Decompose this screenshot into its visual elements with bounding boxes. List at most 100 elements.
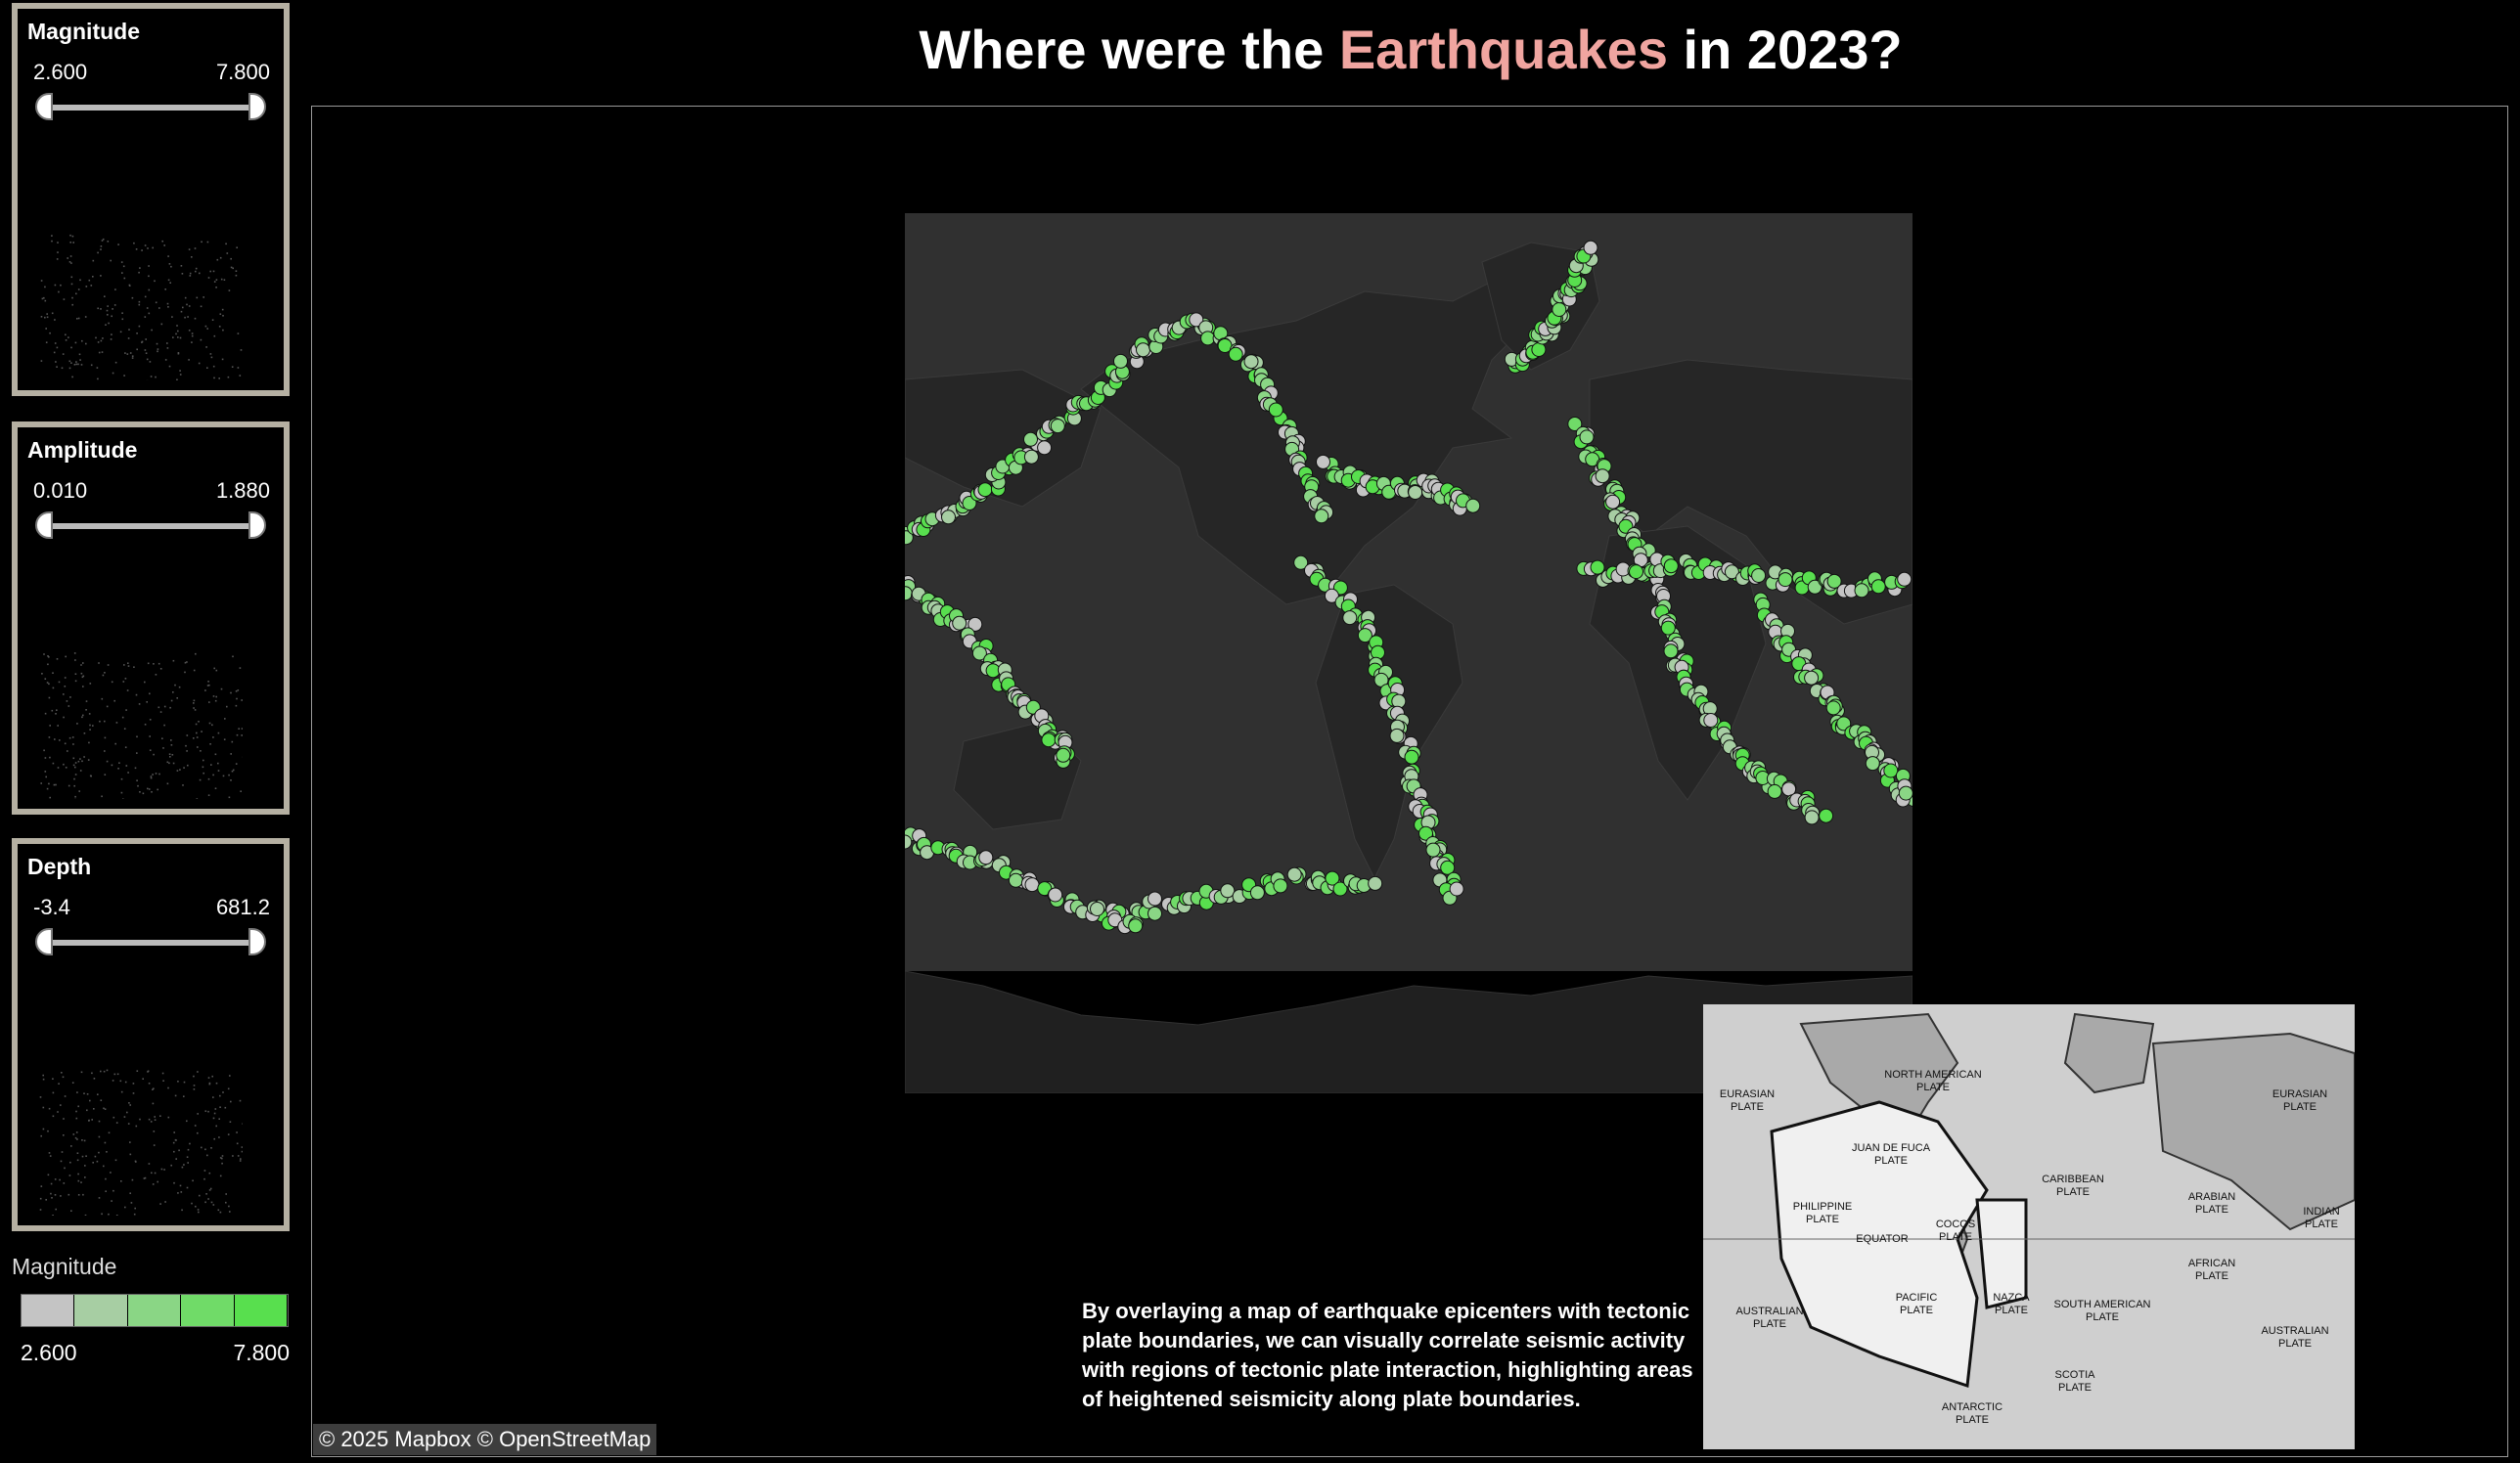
slider-min-handle[interactable] — [35, 93, 53, 120]
earthquake-point[interactable] — [1826, 573, 1842, 589]
earthquake-point[interactable] — [1324, 588, 1339, 603]
earthquake-point[interactable] — [1136, 342, 1150, 358]
earthquake-point[interactable] — [1041, 732, 1057, 748]
earthquake-point[interactable] — [1531, 342, 1547, 357]
earthquake-point[interactable] — [978, 850, 994, 865]
earthquake-point[interactable] — [1316, 454, 1330, 469]
earthquake-point[interactable] — [1449, 881, 1464, 897]
earthquake-point[interactable] — [1854, 583, 1869, 598]
range-slider-track[interactable] — [39, 940, 262, 946]
earthquake-point[interactable] — [1023, 449, 1039, 465]
earthquake-point[interactable] — [1368, 875, 1383, 891]
earthquake-point[interactable] — [1703, 713, 1719, 728]
earthquake-point[interactable] — [1056, 747, 1071, 763]
slider-min-handle[interactable] — [35, 928, 53, 955]
earthquake-point[interactable] — [1249, 885, 1265, 901]
earthquake-point[interactable] — [1804, 810, 1820, 825]
earthquake-point[interactable] — [1389, 728, 1405, 743]
earthquake-point[interactable] — [1008, 872, 1023, 888]
earthquake-point[interactable] — [1825, 700, 1841, 716]
thumbnail-point — [62, 1076, 65, 1079]
earthquake-point[interactable] — [1128, 918, 1144, 934]
earthquake-point[interactable] — [1293, 554, 1309, 570]
earthquake-point[interactable] — [1898, 785, 1912, 801]
earthquake-point[interactable] — [1332, 881, 1348, 897]
earthquake-point[interactable] — [1440, 860, 1456, 875]
earthquake-point[interactable] — [1408, 485, 1423, 500]
earthquake-point[interactable] — [1273, 878, 1288, 894]
earthquake-point[interactable] — [1660, 620, 1676, 636]
earthquake-point[interactable] — [962, 496, 977, 510]
thumbnail-point — [73, 364, 76, 366]
earthquake-point[interactable] — [1807, 579, 1822, 595]
thumbnail-point — [172, 691, 174, 693]
thumbnail-point — [71, 376, 73, 378]
earthquake-point[interactable] — [1897, 571, 1912, 587]
earthquake-point[interactable] — [1037, 440, 1053, 456]
earthquake-point[interactable] — [1663, 643, 1679, 659]
earthquake-point[interactable] — [1778, 572, 1793, 588]
slider-min-handle[interactable] — [35, 511, 53, 539]
earthquake-point[interactable] — [1268, 402, 1283, 418]
earthquake-point[interactable] — [1189, 312, 1204, 328]
earthquake-point[interactable] — [1342, 610, 1358, 626]
slider-max-handle[interactable] — [248, 93, 266, 120]
earthquake-point[interactable] — [1465, 498, 1481, 513]
earthquake-point[interactable] — [1724, 564, 1739, 580]
map-attribution[interactable]: © 2025 Mapbox © OpenStreetMap — [313, 1424, 657, 1455]
earthquake-point[interactable] — [941, 510, 956, 525]
earthquake-point[interactable] — [1113, 353, 1128, 369]
earthquake-point[interactable] — [1751, 568, 1767, 583]
earthquake-point[interactable] — [1048, 887, 1063, 903]
distribution-thumbnail — [39, 1069, 243, 1216]
earthquake-point[interactable] — [1552, 302, 1567, 317]
earthquake-point[interactable] — [1583, 240, 1598, 255]
thumbnail-point — [212, 270, 215, 273]
earthquake-point[interactable] — [1090, 902, 1104, 916]
earthquake-point[interactable] — [952, 615, 968, 631]
earthquake-point[interactable] — [1024, 877, 1040, 893]
earthquake-point[interactable] — [1629, 564, 1643, 580]
earthquake-point[interactable] — [1148, 891, 1162, 907]
earthquake-point[interactable] — [1220, 883, 1236, 899]
thumbnail-point — [124, 678, 127, 680]
earthquake-point[interactable] — [977, 482, 993, 498]
plate-label: AUSTRALIAN PLATE — [2261, 1325, 2328, 1350]
range-slider-track[interactable] — [39, 105, 262, 111]
range-slider-track[interactable] — [39, 523, 262, 529]
earthquake-point[interactable] — [1404, 749, 1419, 765]
slider-max-handle[interactable] — [248, 928, 266, 955]
slider-max-handle[interactable] — [248, 511, 266, 539]
earthquake-point[interactable] — [1148, 906, 1162, 921]
earthquake-point[interactable] — [1243, 354, 1259, 370]
earthquake-point[interactable] — [1590, 559, 1605, 575]
earthquake-point[interactable] — [905, 834, 913, 850]
earthquake-point[interactable] — [1228, 346, 1243, 362]
earthquake-point[interactable] — [1050, 419, 1065, 434]
earthquake-point[interactable] — [1865, 756, 1880, 772]
earthquake-point[interactable] — [1883, 763, 1899, 778]
thumbnail-point — [98, 1197, 101, 1199]
earthquake-map[interactable] — [905, 213, 1912, 1093]
earthquake-point[interactable] — [1286, 866, 1302, 882]
earthquake-point[interactable] — [968, 616, 983, 632]
earthquake-point[interactable] — [1804, 670, 1820, 686]
earthquake-point[interactable] — [1567, 417, 1583, 431]
earthquake-point[interactable] — [1595, 468, 1610, 484]
earthquake-point[interactable] — [1314, 509, 1329, 524]
earthquake-point[interactable] — [1663, 558, 1679, 574]
earthquake-point[interactable] — [1023, 431, 1038, 447]
earthquake-point[interactable] — [1819, 808, 1834, 823]
thumbnail-point — [164, 359, 167, 361]
earthquake-point[interactable] — [1605, 494, 1621, 510]
earthquake-point[interactable] — [1425, 842, 1441, 858]
earthquake-point[interactable] — [1325, 870, 1340, 886]
earthquake-point[interactable] — [1418, 825, 1433, 841]
thumbnail-point — [61, 1072, 63, 1074]
earthquake-point[interactable] — [1870, 579, 1886, 595]
earthquake-point[interactable] — [1200, 331, 1216, 346]
earthquake-point[interactable] — [1767, 783, 1782, 799]
earthquake-point[interactable] — [1579, 429, 1595, 445]
earthquake-point[interactable] — [1357, 628, 1372, 643]
earthquake-point[interactable] — [971, 645, 987, 661]
